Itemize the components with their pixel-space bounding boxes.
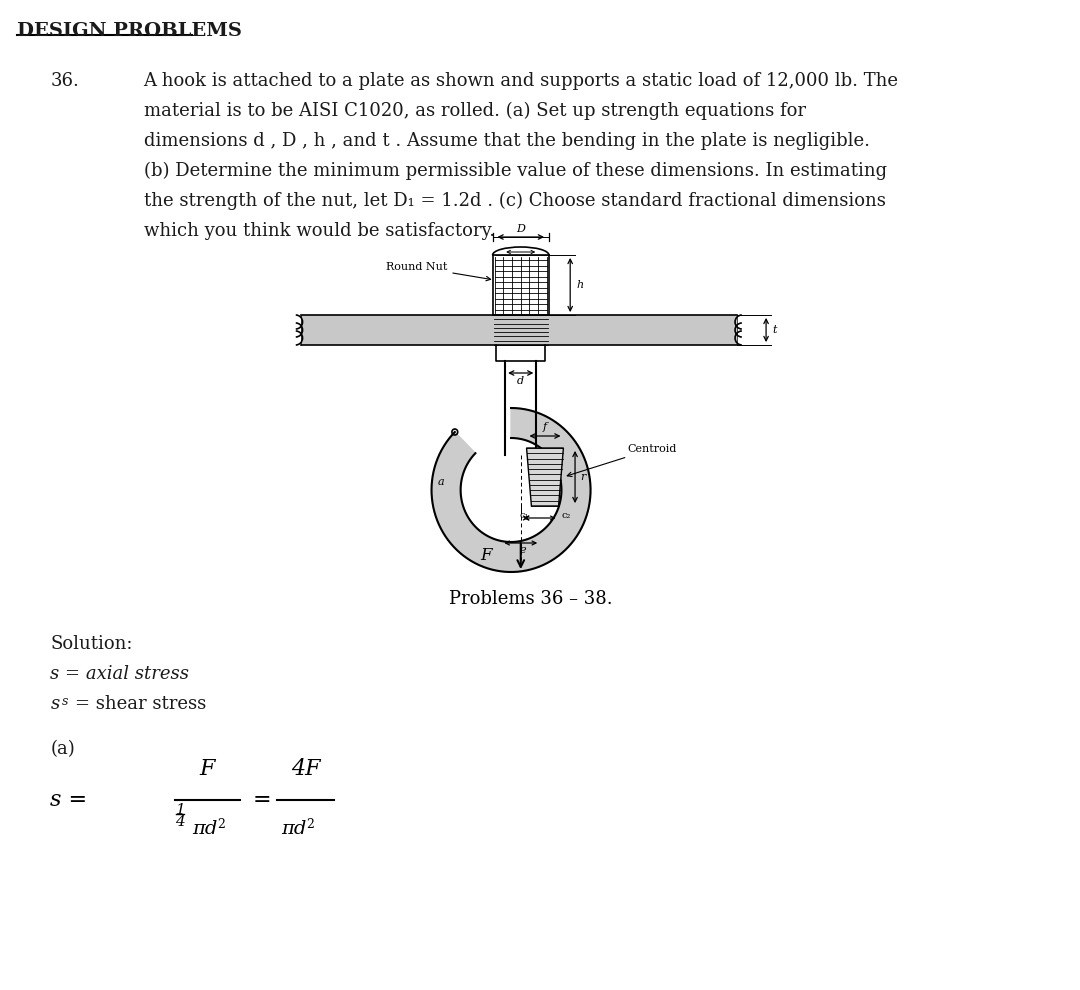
Text: F: F xyxy=(481,547,491,564)
Text: 1: 1 xyxy=(175,803,186,817)
Text: r: r xyxy=(580,472,585,482)
Text: πd: πd xyxy=(192,820,217,838)
Text: c₂: c₂ xyxy=(562,512,570,521)
Text: = shear stress: = shear stress xyxy=(75,695,206,713)
Text: Centroid: Centroid xyxy=(567,444,677,476)
Text: =: = xyxy=(252,789,271,811)
Text: 2: 2 xyxy=(217,818,225,831)
Text: (a): (a) xyxy=(51,740,76,758)
Text: πd: πd xyxy=(281,820,307,838)
Text: d: d xyxy=(517,376,524,386)
Text: s: s xyxy=(51,695,59,713)
Text: the strength of the nut, let D₁ = 1.2d . (c) Choose standard fractional dimensio: the strength of the nut, let D₁ = 1.2d .… xyxy=(144,192,886,210)
Text: 4F: 4F xyxy=(291,758,321,780)
Text: e: e xyxy=(519,545,526,555)
Bar xyxy=(300,315,737,345)
Text: t: t xyxy=(772,325,777,335)
Text: a: a xyxy=(437,477,445,487)
Text: material is to be AISI C1020, as rolled. (a) Set up strength equations for: material is to be AISI C1020, as rolled.… xyxy=(144,102,806,120)
Polygon shape xyxy=(432,408,591,572)
Polygon shape xyxy=(527,448,564,506)
Text: Solution:: Solution: xyxy=(51,635,133,653)
Text: c₁: c₁ xyxy=(519,512,528,521)
Text: F: F xyxy=(200,758,215,780)
Text: 4: 4 xyxy=(175,815,186,829)
Text: DESIGN PROBLEMS: DESIGN PROBLEMS xyxy=(17,22,242,40)
Text: Round Nut: Round Nut xyxy=(386,262,490,281)
Text: Problems 36 – 38.: Problems 36 – 38. xyxy=(448,590,612,608)
Text: f: f xyxy=(543,422,548,432)
Text: D: D xyxy=(516,224,525,234)
Text: A hook is attached to a plate as shown and supports a static load of 12,000 lb. : A hook is attached to a plate as shown a… xyxy=(144,72,899,90)
Text: s: s xyxy=(62,695,68,708)
Text: 36.: 36. xyxy=(51,72,79,90)
Text: 2: 2 xyxy=(307,818,314,831)
Text: which you think would be satisfactory.: which you think would be satisfactory. xyxy=(144,222,495,240)
Text: n: n xyxy=(538,484,544,494)
Text: h: h xyxy=(576,280,583,290)
Text: s =: s = xyxy=(51,789,87,811)
Text: (b) Determine the minimum permissible value of these dimensions. In estimating: (b) Determine the minimum permissible va… xyxy=(144,162,887,180)
Text: dimensions d , D , h , and t . Assume that the bending in the plate is negligibl: dimensions d , D , h , and t . Assume th… xyxy=(144,132,869,150)
Text: s = axial stress: s = axial stress xyxy=(51,665,189,683)
